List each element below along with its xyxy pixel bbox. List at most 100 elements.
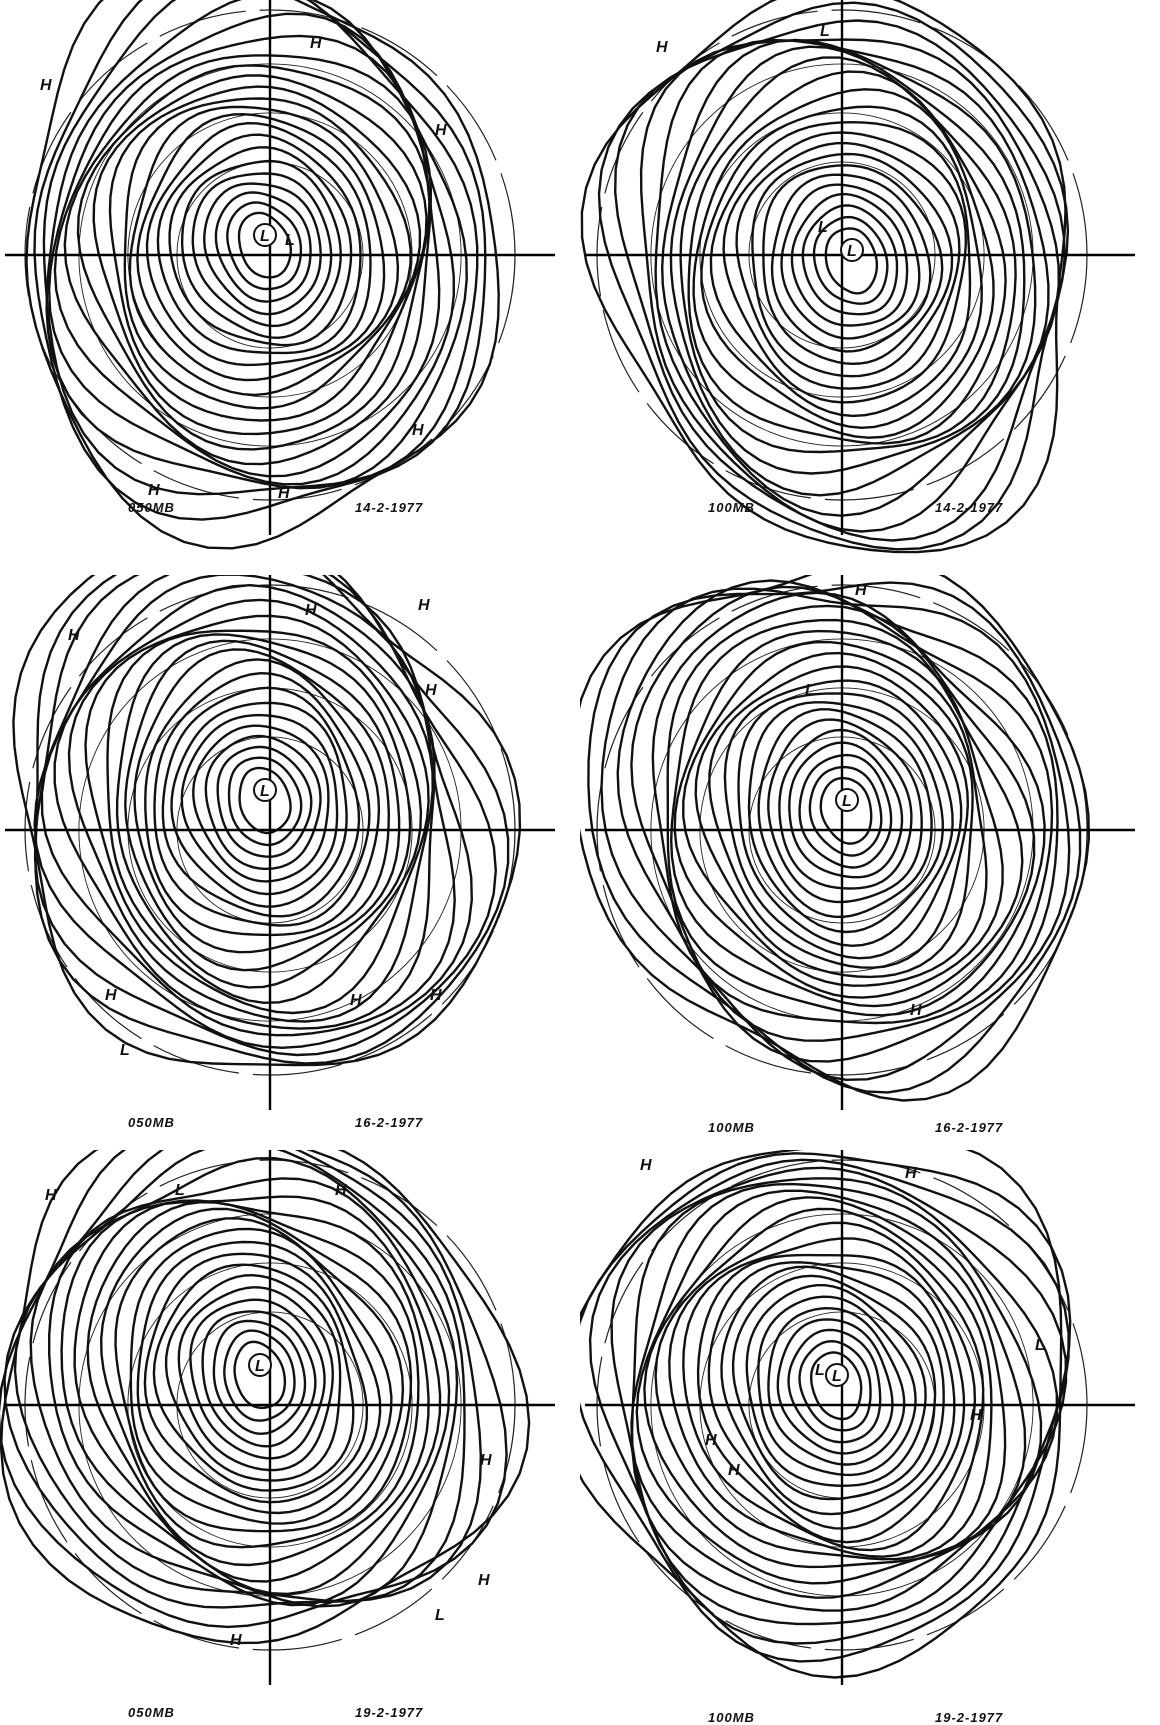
geopotential-contour bbox=[136, 113, 386, 382]
date-label: 16-2-1977 bbox=[935, 1120, 1004, 1135]
high-pressure-marker: H bbox=[40, 77, 52, 94]
high-pressure-marker: H bbox=[68, 627, 80, 644]
vortex-center-ring bbox=[253, 223, 277, 247]
geopotential-contour bbox=[60, 1195, 442, 1596]
low-pressure-center-label: L bbox=[260, 228, 270, 245]
geopotential-contour bbox=[40, 575, 456, 1037]
low-pressure-center-label: L bbox=[255, 1358, 265, 1375]
vortex-center-ring bbox=[253, 778, 277, 802]
geopotential-contour bbox=[696, 1253, 966, 1544]
high-pressure-marker: H bbox=[905, 1165, 917, 1182]
pressure-level-label: 050MB bbox=[128, 1115, 175, 1130]
high-pressure-marker: H bbox=[230, 1632, 242, 1649]
geopotential-contour bbox=[108, 85, 422, 422]
geopotential-contour bbox=[580, 1152, 1072, 1663]
geopotential-contour bbox=[687, 70, 1007, 445]
geopotential-contour bbox=[787, 1328, 882, 1444]
pressure-level-label: 100MB bbox=[708, 1120, 755, 1135]
geopotential-contour bbox=[212, 1319, 307, 1435]
geopotential-contour bbox=[694, 651, 974, 979]
geopotential-contour bbox=[177, 1286, 334, 1472]
geopotential-contour bbox=[0, 1150, 508, 1629]
date-label: 19-2-1977 bbox=[935, 1710, 1004, 1725]
geopotential-contour bbox=[33, 575, 473, 1049]
geopotential-contour bbox=[588, 1158, 1070, 1645]
geopotential-contour bbox=[161, 686, 361, 918]
map-panel: L H L L 100MB 14-2-1977 bbox=[580, 0, 1160, 575]
geopotential-contour bbox=[84, 614, 430, 1015]
geopotential-contour bbox=[682, 1237, 977, 1552]
geopotential-contour bbox=[192, 724, 330, 883]
pressure-level-label: 050MB bbox=[128, 500, 175, 515]
map-panel: L H H L H H H L 100MB 19-2-1977 bbox=[580, 1150, 1160, 1725]
geopotential-contour bbox=[745, 1284, 927, 1487]
geopotential-contour bbox=[630, 585, 1054, 1042]
geopotential-contour bbox=[123, 97, 412, 410]
geopotential-contour bbox=[798, 753, 893, 869]
geopotential-contour bbox=[600, 587, 1071, 1081]
geopotential-contour bbox=[808, 765, 883, 857]
high-pressure-marker: H bbox=[310, 35, 322, 52]
high-pressure-marker: H bbox=[656, 39, 668, 56]
geopotential-contour bbox=[63, 54, 432, 466]
geopotential-contour bbox=[53, 584, 436, 1030]
map-panel: L H H H H H H L 050MB 14-2-1977 bbox=[0, 0, 580, 575]
geopotential-contour bbox=[76, 64, 431, 451]
geopotential-contour bbox=[580, 575, 1090, 1102]
vortex-center-ring bbox=[248, 1353, 272, 1377]
geopotential-contour bbox=[73, 1199, 430, 1583]
geopotential-contour bbox=[720, 1265, 945, 1516]
geopotential-contour bbox=[767, 718, 923, 904]
geopotential-contour bbox=[819, 776, 873, 845]
date-label: 19-2-1977 bbox=[355, 1705, 424, 1720]
date-label: 14-2-1977 bbox=[935, 500, 1004, 515]
low-pressure-marker: L bbox=[1035, 1337, 1045, 1354]
map-panel: L H H L H H L H 050MB 19-2-1977 bbox=[0, 1150, 580, 1725]
high-pressure-marker: H bbox=[45, 1187, 57, 1204]
geopotential-contour bbox=[201, 1310, 317, 1448]
low-pressure-marker: L bbox=[820, 23, 830, 40]
geopotential-contour bbox=[670, 618, 1024, 1008]
geopotential-contour bbox=[156, 133, 362, 355]
date-label: 16-2-1977 bbox=[355, 1115, 424, 1130]
geopotential-contour bbox=[143, 1252, 369, 1504]
geopotential-contour bbox=[580, 1150, 1063, 1679]
pressure-level-label: 100MB bbox=[708, 500, 755, 515]
geopotential-contour bbox=[133, 648, 390, 954]
geopotential-contour bbox=[34, 575, 510, 1065]
high-pressure-marker: H bbox=[728, 1462, 740, 1479]
geopotential-contour bbox=[580, 0, 1067, 554]
geopotential-contour bbox=[45, 0, 468, 490]
geopotential-contour bbox=[682, 640, 988, 987]
geopotential-contour bbox=[610, 1166, 1068, 1626]
geopotential-contour bbox=[824, 227, 879, 295]
date-label: 14-2-1977 bbox=[355, 500, 424, 515]
geopotential-contour bbox=[790, 192, 909, 327]
geopotential-contour bbox=[722, 131, 967, 404]
geopotential-contour bbox=[42, 0, 479, 496]
geopotential-contour bbox=[679, 56, 1017, 454]
geopotential-contour bbox=[801, 204, 899, 316]
vortex-center-ring bbox=[840, 238, 864, 262]
geopotential-contour bbox=[812, 215, 889, 305]
geopotential-contour bbox=[47, 12, 455, 486]
geopotential-contour bbox=[810, 1351, 863, 1421]
geopotential-contour bbox=[597, 1, 1070, 551]
geopotential-contour bbox=[737, 692, 954, 947]
geopotential-contour bbox=[25, 0, 500, 550]
geopotential-contour bbox=[614, 19, 1066, 542]
high-pressure-marker: H bbox=[435, 122, 447, 139]
geopotential-contour bbox=[124, 639, 401, 972]
vortex-center-ring bbox=[835, 788, 859, 812]
low-pressure-marker: L bbox=[175, 1182, 185, 1199]
geopotential-contour bbox=[223, 1329, 296, 1422]
polar-stereographic-map: L H L L bbox=[580, 0, 1135, 554]
geopotential-contour bbox=[757, 1295, 917, 1477]
pressure-level-label: 050MB bbox=[128, 1705, 175, 1720]
geopotential-contour bbox=[233, 1340, 287, 1410]
polar-stereographic-map: L H H H H H H L bbox=[5, 0, 555, 550]
geopotential-contour bbox=[639, 38, 1060, 533]
geopotential-contour bbox=[144, 658, 381, 937]
geopotential-contour bbox=[673, 629, 1004, 999]
high-pressure-marker: H bbox=[418, 597, 430, 614]
